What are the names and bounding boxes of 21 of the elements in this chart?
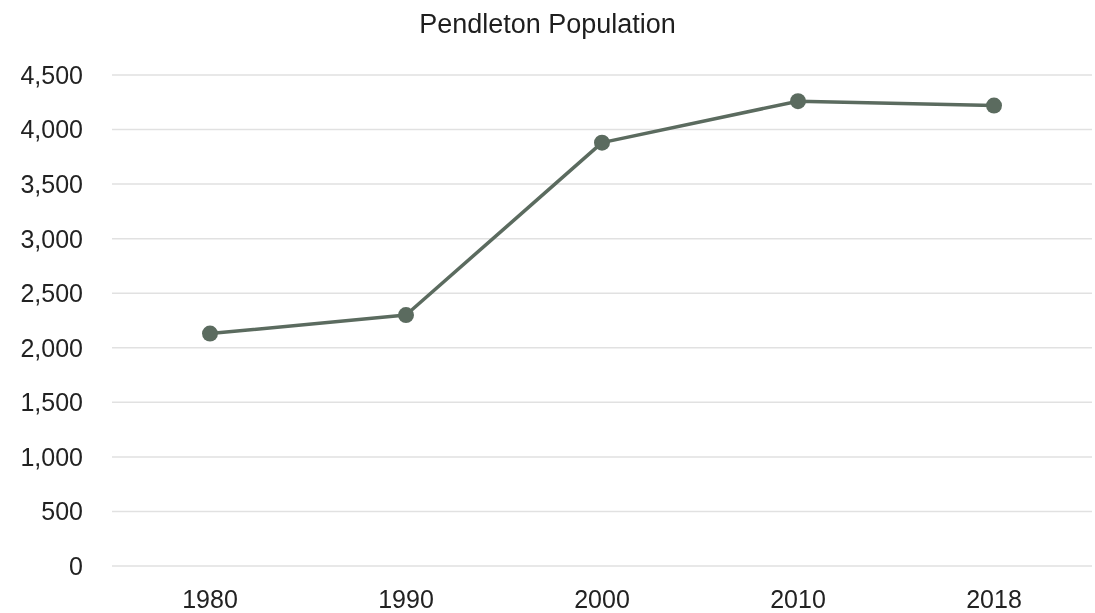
point <box>986 97 1002 114</box>
y-tick-label: 4,500 <box>20 60 83 89</box>
point <box>202 325 218 342</box>
chart-title: Pendleton Population <box>418 8 677 41</box>
y-tick-label: 0 <box>69 551 83 580</box>
x-tick-label: 2000 <box>574 584 630 613</box>
y-tick-label: 4,000 <box>20 115 83 144</box>
x-tick-label: 1990 <box>378 584 434 613</box>
x-tick-label: 1980 <box>182 584 238 613</box>
y-tick-label: 1,000 <box>20 442 83 471</box>
point <box>790 93 806 110</box>
x-tick-label: 2010 <box>770 584 826 613</box>
y-tick-label: 2,000 <box>20 333 83 362</box>
x-tick-label: 2018 <box>966 584 1022 613</box>
y-tick-label: 3,000 <box>20 224 83 253</box>
y-tick-label: 3,500 <box>20 169 83 198</box>
y-tick-label: 2,500 <box>20 279 83 308</box>
y-tick-label: 1,500 <box>20 388 83 417</box>
point <box>594 134 610 151</box>
y-tick-label: 500 <box>41 497 83 526</box>
point <box>398 307 414 324</box>
